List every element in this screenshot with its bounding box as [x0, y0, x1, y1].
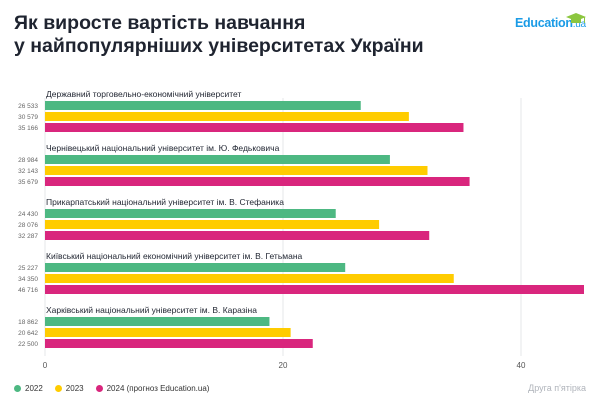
bar-2022: [45, 155, 390, 164]
bar-2022: [45, 101, 361, 110]
value-label: 30 579: [18, 114, 38, 121]
category-label: Прикарпатський національний університет …: [46, 197, 284, 207]
value-label: 25 227: [18, 265, 38, 272]
value-label: 35 166: [18, 125, 38, 132]
bar-2023: [45, 328, 291, 337]
education-ua-logo: Education.ua: [515, 16, 586, 30]
bar-2023: [45, 166, 428, 175]
value-label: 28 984: [18, 157, 38, 164]
bar-2022: [45, 263, 346, 272]
legend-dot-icon: [95, 385, 103, 392]
bar-2024: [45, 285, 584, 294]
category-label: Київський національний економічний уніве…: [46, 251, 303, 261]
bar-chart: 0 20 40 Державний торговельно-економічний у…: [18, 89, 584, 370]
footer-label: Друга п'ятірка: [528, 383, 586, 393]
bar-2023: [45, 220, 380, 229]
logo-suffix: .ua: [572, 19, 586, 30]
value-label: 32 287: [18, 233, 38, 240]
legend-item-2024: 2024 (прогноз Education.ua): [95, 384, 210, 393]
value-label: 24 430: [18, 211, 38, 218]
value-label: 20 642: [18, 330, 38, 337]
legend-item-2023: 2023: [54, 384, 84, 393]
logo-text: Education: [515, 16, 573, 30]
value-label: 28 076: [18, 222, 38, 229]
x-tick-label: 40: [517, 361, 526, 370]
legend: 2022 2023 2024 (прогноз Education.ua): [14, 384, 209, 393]
bar-2024: [45, 123, 464, 132]
x-tick-label: 0: [43, 361, 48, 370]
bar-2024: [45, 177, 470, 186]
chart-title: Як виросте вартість навчання у найпопуля…: [14, 12, 424, 58]
x-tick-label: 20: [279, 361, 288, 370]
title-line-1: Як виросте вартість навчання: [14, 12, 306, 34]
category-label: Державний торговельно-економічний універ…: [46, 89, 241, 99]
category-label: Чернівецький національний університет ім…: [46, 143, 280, 153]
legend-label: 2022: [25, 384, 43, 393]
value-label: 32 143: [18, 168, 38, 175]
value-label: 22 500: [18, 341, 38, 348]
legend-dot-icon: [14, 385, 21, 392]
value-label: 26 533: [18, 103, 38, 110]
value-label: 18 862: [18, 319, 38, 326]
bar-2023: [45, 274, 454, 283]
bar-2023: [45, 112, 409, 121]
bar-2024: [45, 339, 313, 348]
bar-2024: [45, 231, 430, 240]
legend-item-2022: 2022: [14, 384, 43, 393]
legend-label: 2023: [65, 384, 84, 393]
title-line-2: у найпопулярніших університетах України: [14, 35, 424, 57]
graduation-cap-icon: [566, 13, 586, 23]
bar-2022: [45, 209, 336, 218]
bar-2022: [45, 317, 270, 326]
value-label: 34 350: [18, 276, 38, 283]
legend-dot-icon: [54, 385, 62, 392]
category-label: Харківський національний університет ім.…: [46, 305, 257, 315]
value-label: 46 716: [18, 287, 38, 294]
value-label: 35 679: [18, 179, 38, 186]
legend-label: 2024 (прогноз Education.ua): [106, 384, 210, 393]
